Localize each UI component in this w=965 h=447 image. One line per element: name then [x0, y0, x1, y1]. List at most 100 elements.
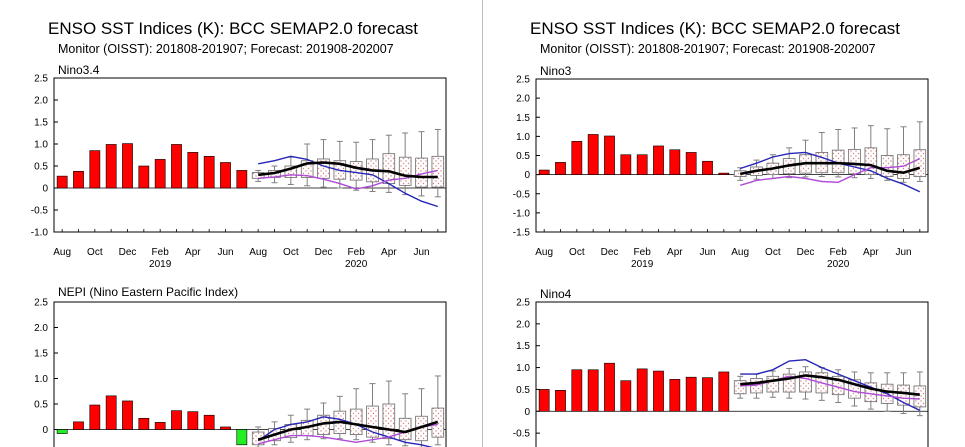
plot-frame	[53, 77, 447, 233]
x-tick-label: Oct	[765, 247, 781, 258]
y-tick-label: 0	[42, 184, 48, 195]
observed-bar	[571, 141, 583, 175]
x-tick-label: Feb	[152, 247, 170, 258]
observed-bar	[154, 422, 166, 430]
forecast-box	[913, 149, 927, 177]
y-tick-label: 0	[42, 425, 48, 436]
y-tick-label: 2.5	[34, 74, 48, 85]
y-tick-label: 0.5	[34, 162, 48, 173]
observed-bar	[236, 429, 248, 446]
forecast-box	[897, 384, 910, 406]
x-tick-label: Oct	[283, 247, 299, 258]
observed-bar	[89, 150, 101, 189]
ensemble-mean-line	[257, 420, 439, 441]
panel-title: Nino3.4	[58, 63, 100, 77]
x-tick-label: Dec	[315, 247, 333, 258]
y-tick-label: 0	[524, 407, 530, 418]
y-tick-label: 2.5	[516, 75, 530, 86]
observed-bar	[718, 172, 730, 175]
right-figure-subtitle: Monitor (OISST): 201808-201907; Forecast…	[540, 42, 876, 56]
forecast-box	[349, 161, 363, 181]
y-tick-label: 0.5	[516, 385, 530, 396]
y-tick-label: 0.5	[516, 151, 530, 162]
x-tick-label: Jun	[895, 247, 911, 258]
observed-bar	[89, 404, 101, 430]
forecast-box	[848, 379, 861, 399]
observed-bar	[702, 377, 713, 412]
plot-frame	[535, 301, 929, 447]
forecast-box	[864, 147, 878, 176]
observed-bar	[587, 369, 599, 412]
y-tick-label: -1.0	[31, 228, 49, 239]
chart-panel-1: Nino3.4 2.5 2.0 1.5 1.0 0.5 0 -0.5 -1.0 Aug Oct Dec…	[31, 63, 447, 270]
y-tick-label: 1.0	[516, 363, 530, 374]
y-tick-label: 1.0	[516, 132, 530, 143]
x-tick-label: Dec	[797, 247, 815, 258]
observed-bar	[105, 144, 117, 189]
forecast-box	[799, 371, 812, 393]
observed-bar	[73, 170, 84, 189]
ensemble-mean-line	[739, 161, 921, 176]
x-tick-label: Feb	[634, 247, 652, 258]
panel-title: Nino3	[540, 64, 572, 78]
observed-bar	[555, 390, 566, 412]
observed-bar	[604, 362, 615, 412]
observed-bar	[538, 389, 550, 412]
left-figure-title: ENSO SST Indices (K): BCC SEMAP2.0 forec…	[48, 19, 419, 38]
forecast-box	[366, 405, 379, 438]
y-tick-label: 2.0	[34, 323, 48, 334]
y-tick-label: 2.0	[516, 94, 530, 105]
forecast-box	[913, 385, 927, 408]
observed-bar	[718, 371, 730, 412]
observed-bar	[620, 380, 632, 412]
y-tick-label: 1.0	[34, 374, 48, 385]
observed-bar	[236, 170, 248, 189]
panel-title: Nino4	[540, 287, 572, 301]
y-tick-label: 1.5	[34, 349, 48, 360]
x-tick-label: Feb	[348, 247, 366, 258]
x-tick-label: Aug	[731, 247, 749, 258]
forecast-box	[864, 382, 878, 403]
x-tick-label: Dec	[601, 247, 619, 258]
observed-bar	[636, 154, 648, 175]
chart-panel-3: NEPI (Nino Eastern Pacific Index) 2.5 2.0 1…	[34, 285, 447, 447]
member-line-blue	[739, 151, 921, 193]
y-tick-label: -0.5	[513, 189, 531, 200]
forecast-box	[317, 158, 330, 179]
forecast-box	[880, 155, 894, 177]
observed-bar	[138, 165, 150, 189]
x-tick-label: Dec	[119, 247, 137, 258]
year-label: 2019	[631, 259, 654, 270]
observed-bar	[685, 152, 697, 175]
x-tick-label: Oct	[87, 247, 103, 258]
observed-bar	[555, 162, 566, 175]
x-tick-label: Jun	[217, 247, 233, 258]
year-label: 2020	[345, 259, 368, 270]
forecast-box	[284, 165, 298, 178]
right-figure-title: ENSO SST Indices (K): BCC SEMAP2.0 forec…	[530, 19, 901, 38]
observed-bar	[56, 175, 68, 189]
x-tick-label: Aug	[249, 247, 267, 258]
ensemble-mean-line	[258, 161, 438, 179]
observed-bar	[220, 426, 231, 430]
y-tick-label: 0.5	[34, 400, 48, 411]
observed-bar	[636, 368, 648, 412]
x-tick-label: Jun	[413, 247, 429, 258]
x-tick-label: Apr	[381, 247, 397, 258]
y-tick-label: 1.5	[516, 113, 530, 124]
forecast-box	[382, 403, 396, 440]
x-tick-label: Apr	[667, 247, 683, 258]
observed-bar	[187, 411, 199, 430]
x-tick-label: Apr	[863, 247, 879, 258]
observed-bar	[138, 417, 150, 430]
forecast-box	[782, 373, 796, 393]
y-tick-label: 1.5	[516, 341, 530, 352]
observed-bar	[203, 414, 215, 430]
y-tick-label: -0.5	[31, 206, 49, 217]
ensemble-mean-line	[740, 374, 920, 396]
y-tick-label: 0	[524, 170, 530, 181]
observed-bar	[620, 154, 632, 175]
